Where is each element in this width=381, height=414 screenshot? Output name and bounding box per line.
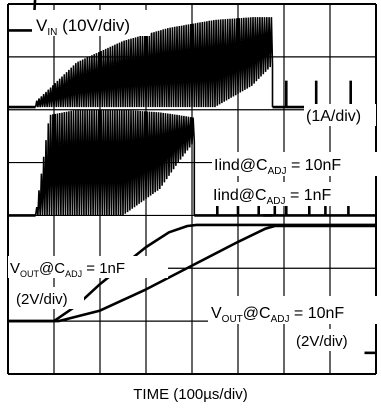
iind-1nf-sub: ADJ xyxy=(267,196,286,207)
svg-text:VOUT@CADJ = 1nF: VOUT@CADJ = 1nF xyxy=(10,260,125,279)
vin-label: VIN (10V/div) xyxy=(32,10,150,38)
vout-1nf-sub-out: OUT xyxy=(20,269,40,279)
vout-10nf-c: @C xyxy=(243,305,271,322)
current-scale-label: (1A/div) xyxy=(304,104,376,126)
iind-10nf-sub: ADJ xyxy=(268,166,287,177)
iind-10nf-value: = 10nF xyxy=(287,157,342,174)
svg-text:(2V/div): (2V/div) xyxy=(16,291,68,308)
vout-1nf-label: VOUT@CADJ = 1nF xyxy=(8,256,168,279)
vin-label-main: V xyxy=(36,16,48,35)
vout-10nf-sub-out: OUT xyxy=(222,314,243,325)
x-axis-label: TIME (100µs/div) xyxy=(133,386,248,403)
vout-10nf-scale-label: (2V/div) xyxy=(294,329,368,351)
vout-1nf-v: V xyxy=(10,260,20,277)
vout-1nf-c: @C xyxy=(39,260,65,277)
svg-text:VOUT@CADJ = 10nF: VOUT@CADJ = 10nF xyxy=(211,305,344,325)
series-0 xyxy=(8,0,37,32)
svg-text:Iind@CADJ = 10nF: Iind@CADJ = 10nF xyxy=(214,157,341,177)
svg-text:(2V/div): (2V/div) xyxy=(296,333,348,350)
iind-1nf-label: Iind@CADJ = 1nF xyxy=(211,182,361,207)
vout-1nf-sub-adj: ADJ xyxy=(65,269,82,279)
vout-1nf-scale-label: (2V/div) xyxy=(14,287,84,309)
iind-10nf-label: Iind@CADJ = 10nF xyxy=(212,152,378,177)
series-2-ripple xyxy=(34,109,196,216)
vout-10nf-sub-adj: ADJ xyxy=(271,314,290,325)
iind-1nf-main: Iind@C xyxy=(213,187,267,204)
svg-text:(1A/div): (1A/div) xyxy=(306,108,361,125)
iind-10nf-main: Iind@C xyxy=(214,157,268,174)
vin-label-sub: IN xyxy=(47,27,57,38)
vin-label-scale: (10V/div) xyxy=(57,16,130,35)
vout-10nf-label: VOUT@CADJ = 10nF xyxy=(208,296,378,325)
vout-10nf-value: = 10nF xyxy=(289,305,344,322)
vout-1nf-value: = 1nF xyxy=(82,260,125,277)
vout-10nf-v: V xyxy=(211,305,222,322)
series-1-ripple xyxy=(34,17,274,108)
iind-1nf-value: = 1nF xyxy=(286,187,332,204)
svg-text:VIN (10V/div): VIN (10V/div) xyxy=(36,16,130,38)
svg-text:Iind@CADJ = 1nF: Iind@CADJ = 1nF xyxy=(213,187,332,207)
series-4 xyxy=(8,224,376,323)
